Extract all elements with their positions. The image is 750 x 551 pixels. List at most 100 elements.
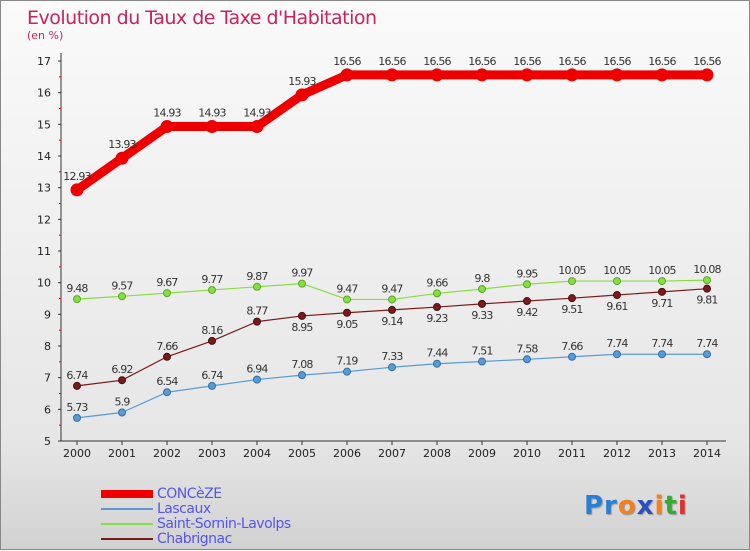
- data-label: 9.42: [516, 306, 537, 319]
- data-label: 15.93: [288, 75, 316, 88]
- x-tick-label: 2010: [513, 447, 541, 460]
- data-label: 6.92: [111, 363, 132, 376]
- data-label: 8.16: [201, 324, 223, 337]
- x-tick-label: 2014: [693, 447, 721, 460]
- data-label: 9.14: [381, 315, 403, 328]
- data-point: [73, 381, 81, 390]
- data-label: 9.61: [606, 300, 627, 313]
- data-label: 9.67: [156, 276, 178, 289]
- data-label: 9.97: [291, 267, 313, 280]
- data-point: [658, 277, 666, 286]
- data-label: 5.73: [66, 401, 88, 414]
- y-tick-label: 5: [44, 435, 51, 448]
- data-label: 7.74: [696, 337, 718, 350]
- data-label: 7.58: [516, 342, 538, 355]
- data-label: 10.08: [693, 263, 721, 276]
- y-tick-label: 16: [37, 87, 51, 100]
- data-point: [568, 294, 576, 303]
- x-tick-label: 2011: [558, 447, 586, 460]
- data-point: [523, 355, 531, 364]
- data-point: [613, 277, 621, 286]
- data-point: [73, 413, 81, 422]
- data-label: 9.05: [336, 318, 358, 331]
- data-label: 9.57: [111, 279, 133, 292]
- data-point: [160, 120, 174, 134]
- data-point: [115, 151, 129, 165]
- data-point: [703, 350, 711, 359]
- data-point: [163, 352, 171, 361]
- data-point: [523, 297, 531, 306]
- data-point: [613, 350, 621, 359]
- data-label: 9.87: [246, 270, 268, 283]
- legend-swatch: [101, 489, 153, 498]
- x-tick-label: 2002: [153, 447, 181, 460]
- data-point: [703, 284, 711, 293]
- data-point: [385, 68, 399, 82]
- data-label: 16.56: [333, 55, 361, 68]
- data-label: 7.33: [381, 350, 403, 363]
- data-label: 9.81: [696, 294, 717, 307]
- x-tick-label: 2000: [63, 447, 91, 460]
- data-label: 14.93: [198, 107, 226, 120]
- data-label: 16.56: [558, 55, 586, 68]
- x-tick-label: 2009: [468, 447, 496, 460]
- x-tick-label: 2012: [603, 447, 631, 460]
- data-label: 9.33: [471, 309, 493, 322]
- data-point: [253, 317, 261, 326]
- data-label: 5.9: [114, 396, 130, 409]
- data-point: [703, 276, 711, 285]
- data-label: 16.56: [513, 55, 541, 68]
- data-label: 7.19: [336, 355, 358, 368]
- data-label: 6.74: [66, 369, 88, 382]
- data-label: 14.93: [153, 107, 181, 120]
- data-label: 10.05: [603, 264, 631, 277]
- data-point: [433, 303, 441, 312]
- data-label: 7.51: [471, 345, 492, 358]
- data-point: [388, 295, 396, 304]
- x-tick-label: 2013: [648, 447, 676, 460]
- y-unit-label: (en %): [27, 29, 64, 42]
- y-tick-label: 8: [44, 340, 51, 353]
- legend-label: CONCèZE: [157, 485, 222, 502]
- data-label: 16.56: [603, 55, 631, 68]
- data-point: [388, 305, 396, 314]
- data-label: 9.8: [474, 272, 490, 285]
- data-point: [613, 291, 621, 300]
- legend-swatch: [101, 522, 153, 525]
- data-point: [253, 282, 261, 291]
- data-point: [388, 363, 396, 372]
- legend-item: Chabrignac: [101, 530, 291, 547]
- y-tick-label: 6: [44, 403, 51, 416]
- data-label: 9.71: [651, 297, 672, 310]
- data-label: 9.47: [381, 282, 403, 295]
- y-tick-label: 11: [37, 245, 51, 258]
- data-point: [565, 68, 579, 82]
- legend-item: CONCèZE: [101, 485, 291, 502]
- x-tick-label: 2008: [423, 447, 451, 460]
- data-label: 6.94: [246, 363, 268, 376]
- data-point: [340, 68, 354, 82]
- data-label: 16.56: [423, 55, 451, 68]
- data-point: [208, 381, 216, 390]
- data-point: [610, 68, 624, 82]
- legend-item: Lascaux: [101, 501, 291, 517]
- data-label: 16.56: [468, 55, 496, 68]
- x-tick-label: 2001: [108, 447, 136, 460]
- legend-label: Saint-Sornin-Lavolps: [157, 515, 291, 532]
- data-point: [658, 287, 666, 296]
- legend-label: Chabrignac: [157, 530, 232, 547]
- y-tick-label: 9: [44, 308, 51, 321]
- data-point: [433, 359, 441, 368]
- data-label: 9.47: [336, 282, 358, 295]
- data-label: 16.56: [378, 55, 406, 68]
- y-tick-label: 14: [37, 150, 51, 163]
- data-label: 9.66: [426, 276, 448, 289]
- series-line-0: [74, 70, 707, 194]
- data-label: 7.74: [651, 337, 673, 350]
- data-point: [568, 277, 576, 286]
- data-label: 7.66: [156, 340, 178, 353]
- data-label: 10.05: [558, 264, 586, 277]
- data-point: [298, 279, 306, 288]
- data-point: [118, 408, 126, 417]
